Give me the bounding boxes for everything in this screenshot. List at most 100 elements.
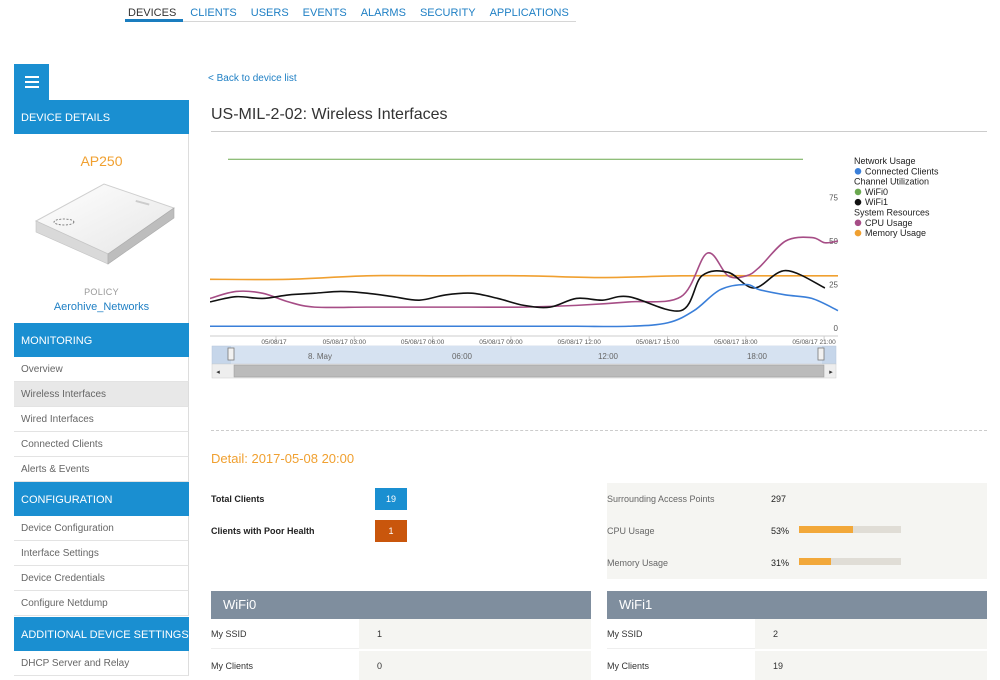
legend-marker: [854, 219, 862, 227]
wifi0-ssid-value: 1: [359, 619, 591, 649]
tab-applications[interactable]: APPLICATIONS: [489, 7, 569, 19]
device-model: AP250: [80, 153, 123, 169]
legend-item: WiFi0: [865, 187, 888, 197]
sidebar-item-dhcp-server-relay[interactable]: DHCP Server and Relay: [14, 651, 189, 676]
tab-devices[interactable]: DEVICES: [125, 0, 184, 22]
memory-usage-bar-fill: [799, 558, 831, 565]
wifi1-row-clients: My Clients 19: [607, 651, 987, 680]
tab-users[interactable]: USERS: [250, 7, 289, 19]
navigator-selection: [231, 346, 822, 364]
sidebar-item-overview[interactable]: Overview: [14, 357, 189, 382]
scroll-right-arrow-icon: ▸: [829, 368, 833, 376]
navigator-handle: [227, 347, 235, 361]
legend-item: Connected Clients: [865, 166, 939, 176]
scroll-left-arrow-icon: ◂: [216, 368, 220, 376]
wifi0-clients-value: 0: [359, 651, 591, 680]
wifi1-ssid-value: 2: [755, 619, 987, 649]
legend-item: WiFi1: [865, 197, 888, 207]
back-to-device-list-link[interactable]: < Back to device list: [208, 73, 297, 84]
sidebar: DEVICE DETAILS AP250 POLICY Aerohive_Net…: [14, 64, 189, 680]
menu-toggle-button[interactable]: [14, 64, 49, 100]
y-tick-label: 25: [829, 281, 838, 290]
navigator-label: 18:00: [747, 352, 768, 361]
hamburger-icon: [24, 76, 39, 88]
sidebar-item-device-configuration[interactable]: Device Configuration: [14, 516, 189, 541]
sidebar-section-monitoring[interactable]: MONITORING: [14, 323, 189, 357]
y-tick-label: 75: [829, 194, 838, 203]
x-tick-label: 05/08/17 12:00: [558, 339, 602, 346]
wifi1-clients-value: 19: [755, 651, 987, 680]
wifi0-row-ssid: My SSID 1: [211, 619, 591, 649]
navigator-label: 06:00: [452, 352, 473, 361]
memory-usage-value: 31%: [771, 558, 790, 568]
wifi0-ssid-label: My SSID: [211, 629, 247, 639]
series-line-memory-usage: [209, 274, 838, 281]
legend-group-title: Network Usage: [854, 156, 916, 166]
device-card: AP250 POLICY Aerohive_Networks: [14, 134, 189, 323]
navigator-handle: [817, 347, 825, 361]
x-tick-label: 05/08/17: [261, 339, 287, 346]
total-clients-label: Total Clients: [211, 494, 265, 504]
usage-chart-svg: 05/08/17 05/08/17 03:00 05/08/17 06:00 05/0…: [209, 156, 939, 379]
tab-alarms[interactable]: ALARMS: [360, 7, 406, 19]
usage-chart: 05/08/17 05/08/17 03:00 05/08/17 06:00 05/0…: [209, 150, 990, 390]
sidebar-item-alerts-events[interactable]: Alerts & Events: [14, 457, 189, 482]
legend-marker: [854, 168, 862, 175]
wifi1-clients-label: My Clients: [607, 661, 650, 671]
sidebar-section-configuration[interactable]: CONFIGURATION: [14, 482, 189, 516]
title-divider: [211, 131, 987, 132]
wifi1-row-ssid: My SSID 2: [607, 619, 987, 649]
navigator-scrollbar-thumb: [233, 364, 825, 378]
memory-usage-label: Memory Usage: [607, 558, 669, 568]
cpu-usage-value: 53%: [771, 526, 790, 536]
wifi0-row-clients: My Clients 0: [211, 651, 591, 680]
sidebar-item-interface-settings[interactable]: Interface Settings: [14, 541, 189, 566]
surrounding-ap-label: Surrounding Access Points: [607, 494, 715, 504]
detail-divider: [211, 430, 987, 431]
sidebar-item-connected-clients[interactable]: Connected Clients: [14, 432, 189, 457]
series-line-connected-clients: [210, 283, 839, 328]
sidebar-item-configure-netdump[interactable]: Configure Netdump: [14, 591, 189, 616]
wifi0-clients-label: My Clients: [211, 661, 254, 671]
policy-value-link[interactable]: Aerohive_Networks: [53, 301, 150, 313]
series-line-wifi1: [209, 269, 826, 312]
x-tick-label: 05/08/17 18:00: [714, 339, 758, 346]
surrounding-ap-value: 297: [771, 494, 787, 504]
cpu-usage-label: CPU Usage: [607, 526, 655, 536]
tab-events[interactable]: EVENTS: [302, 7, 347, 19]
cpu-usage-bar: [799, 526, 901, 533]
access-point-image: [34, 183, 176, 265]
sidebar-section-additional-settings[interactable]: ADDITIONAL DEVICE SETTINGS: [14, 617, 189, 651]
wifi1-ssid-label: My SSID: [607, 629, 643, 639]
x-tick-label: 05/08/17 21:00: [792, 339, 836, 346]
x-tick-label: 05/08/17 03:00: [323, 339, 367, 346]
tab-security[interactable]: SECURITY: [419, 7, 476, 19]
navigator-label: 8. May: [308, 352, 332, 361]
legend-marker: [854, 198, 862, 206]
legend-marker: [854, 188, 862, 196]
legend-group-title: Channel Utilization: [854, 177, 929, 187]
top-nav: DEVICES CLIENTS USERS EVENTS ALARMS SECU…: [125, 0, 576, 22]
sidebar-item-wired-interfaces[interactable]: Wired Interfaces: [14, 407, 189, 432]
wifi0-header: WiFi0: [211, 591, 591, 619]
memory-usage-bar: [799, 558, 901, 565]
x-tick-label: 05/08/17 06:00: [401, 339, 445, 346]
legend-item: Memory Usage: [865, 228, 926, 238]
tab-clients[interactable]: CLIENTS: [190, 7, 237, 19]
x-tick-label: 05/08/17 15:00: [636, 339, 680, 346]
poor-health-badge[interactable]: 1: [375, 520, 407, 542]
cpu-usage-bar-fill: [799, 526, 854, 533]
series-line-cpu-usage: [209, 236, 839, 309]
sidebar-item-wireless-interfaces[interactable]: Wireless Interfaces: [14, 382, 189, 407]
y-tick-label: 0: [834, 324, 839, 333]
sidebar-item-device-credentials[interactable]: Device Credentials: [14, 566, 189, 591]
total-clients-badge[interactable]: 19: [375, 488, 407, 510]
legend-group-title: System Resources: [854, 208, 930, 218]
sidebar-section-device-details[interactable]: DEVICE DETAILS: [14, 100, 189, 134]
policy-label: POLICY: [84, 287, 119, 297]
poor-health-label: Clients with Poor Health: [211, 526, 315, 536]
legend-item: CPU Usage: [865, 218, 913, 228]
legend-marker: [854, 229, 862, 237]
navigator-label: 12:00: [598, 352, 619, 361]
wifi1-header: WiFi1: [607, 591, 987, 619]
